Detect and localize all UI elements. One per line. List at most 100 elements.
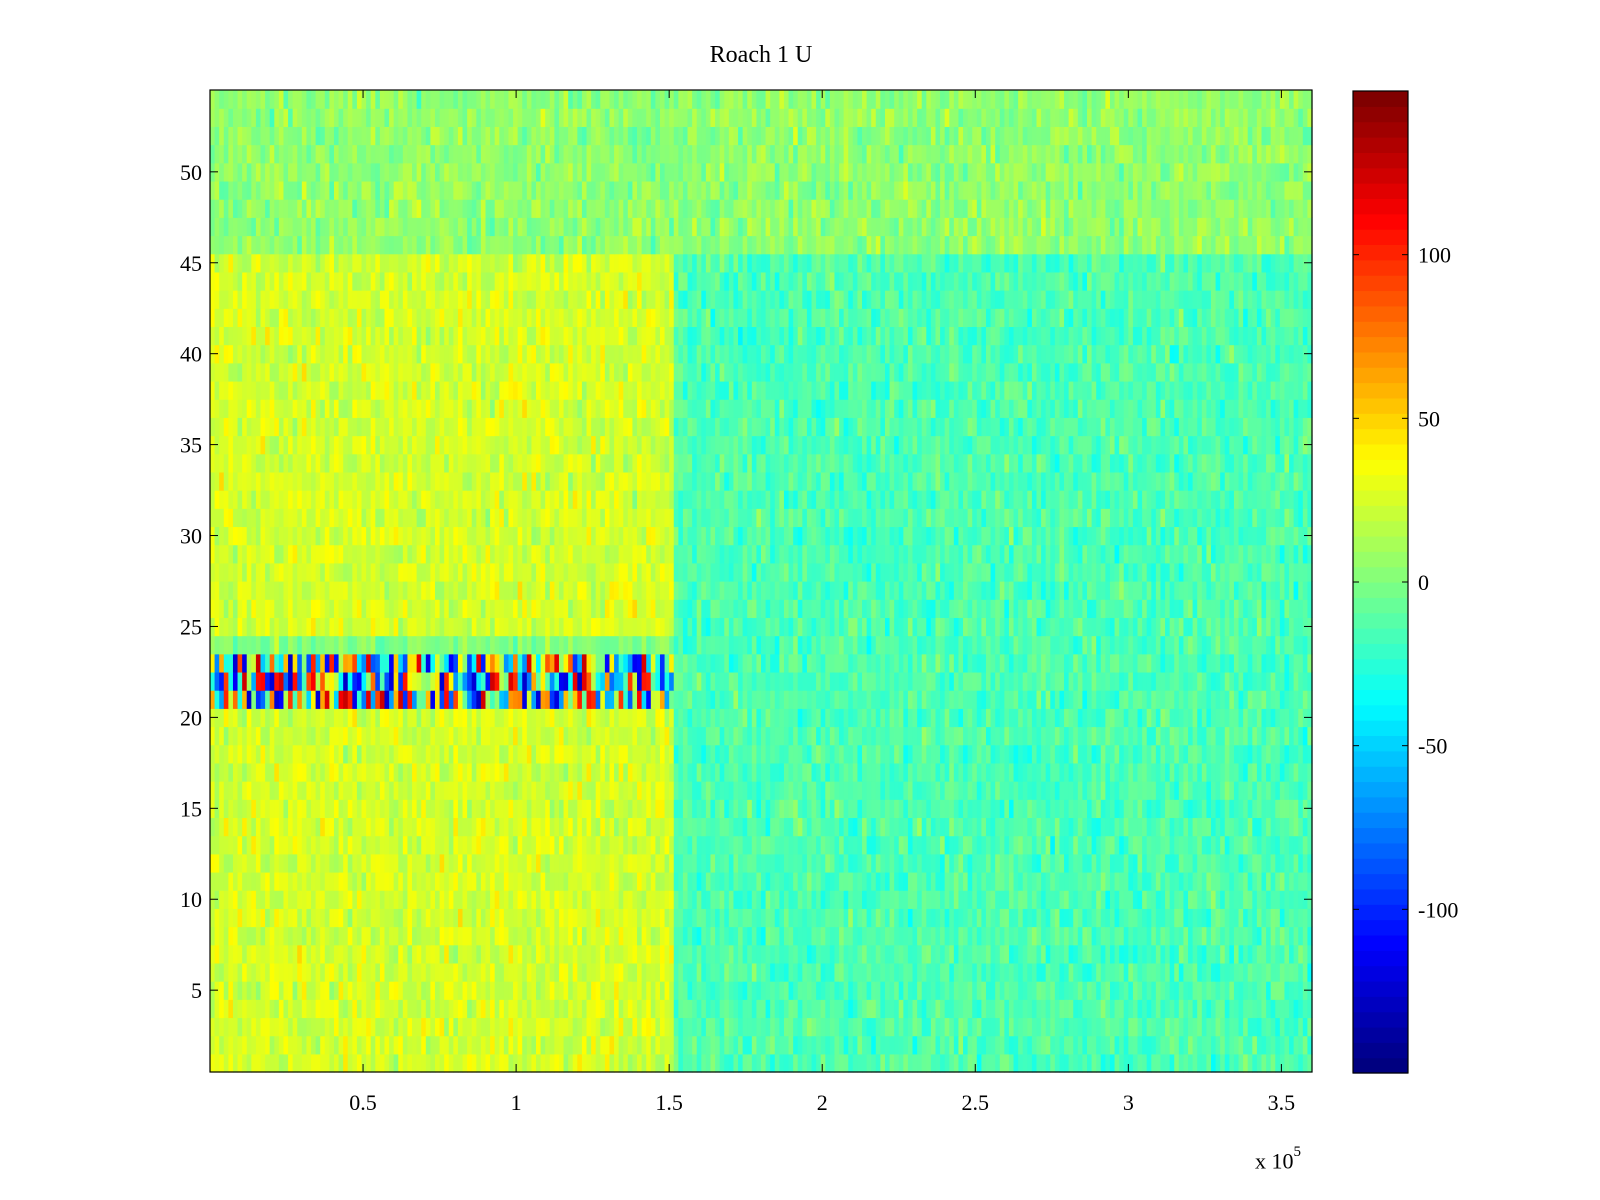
- heatmap-cell: [393, 890, 399, 909]
- heatmap-cell: [687, 926, 693, 946]
- heatmap-cell: [480, 962, 487, 982]
- heatmap-cell: [1302, 926, 1309, 946]
- heatmap-cell: [963, 999, 969, 1019]
- heatmap-cell: [366, 1035, 372, 1055]
- heatmap-cell: [568, 799, 574, 819]
- heatmap-cell: [761, 1035, 767, 1055]
- heatmap-cell: [724, 762, 730, 782]
- heatmap-cell: [600, 908, 606, 928]
- heatmap-cell: [393, 1017, 399, 1037]
- heatmap-cell: [641, 926, 647, 946]
- heatmap-cell: [967, 1053, 973, 1073]
- heatmap-cell: [214, 1017, 220, 1037]
- heatmap-cell: [1183, 871, 1189, 891]
- heatmap-cell: [944, 1053, 950, 1073]
- heatmap-cell: [255, 962, 262, 982]
- heatmap-cell: [894, 690, 900, 709]
- heatmap-cell: [797, 726, 803, 746]
- heatmap-cell: [972, 962, 978, 982]
- heatmap-cell: [728, 944, 735, 964]
- heatmap-cell: [600, 1035, 606, 1055]
- heatmap-cell: [549, 781, 555, 800]
- heatmap-cell: [1059, 853, 1065, 873]
- heatmap-cell: [692, 1053, 698, 1073]
- heatmap-cell: [402, 962, 409, 982]
- heatmap-cell: [1082, 890, 1088, 909]
- heatmap-cell: [366, 708, 372, 728]
- heatmap-cell: [614, 817, 620, 837]
- heatmap-cell: [1192, 853, 1198, 873]
- heatmap-cell: [1188, 908, 1194, 928]
- heatmap-cell: [659, 835, 666, 855]
- heatmap-cell: [232, 744, 239, 764]
- heatmap-cell: [366, 744, 372, 764]
- heatmap-cell: [393, 744, 399, 764]
- heatmap-cell: [673, 726, 679, 746]
- heatmap-cell: [274, 690, 280, 709]
- heatmap-cell: [1045, 981, 1051, 1000]
- heatmap-cell: [1128, 708, 1134, 728]
- heatmap-cell: [995, 962, 1001, 982]
- heatmap-cell: [880, 962, 886, 982]
- heatmap-cell: [673, 981, 679, 1000]
- heatmap-cell: [632, 908, 638, 928]
- heatmap-cell: [292, 1053, 298, 1073]
- heatmap-cell: [352, 871, 358, 891]
- heatmap-cell: [425, 690, 431, 709]
- heatmap-cell: [875, 726, 881, 746]
- heatmap-cell: [1105, 708, 1111, 728]
- heatmap-cell: [917, 908, 923, 928]
- heatmap-cell: [1307, 962, 1313, 982]
- heatmap-cell: [742, 762, 748, 782]
- heatmap-cell: [765, 908, 771, 928]
- heatmap-cell: [444, 799, 450, 819]
- heatmap-cell: [494, 726, 500, 746]
- heatmap-cell: [742, 1053, 748, 1073]
- heatmap-cell: [852, 690, 859, 709]
- heatmap-cell: [320, 853, 326, 873]
- heatmap-cell: [1256, 853, 1263, 873]
- heatmap-cell: [581, 908, 588, 928]
- heatmap-cell: [320, 744, 326, 764]
- heatmap-cell: [1077, 781, 1084, 800]
- heatmap-cell: [343, 781, 349, 800]
- heatmap-cell: [1077, 999, 1084, 1019]
- heatmap-cell: [329, 762, 335, 782]
- heatmap-cell: [1041, 926, 1047, 946]
- heatmap-cell: [1192, 926, 1198, 946]
- heatmap-cell: [907, 762, 914, 782]
- heatmap-cell: [563, 890, 569, 909]
- heatmap-cell: [1146, 944, 1152, 964]
- heatmap-cell: [329, 744, 335, 764]
- heatmap-cell: [513, 817, 519, 837]
- heatmap-cell: [246, 835, 252, 855]
- heatmap-cell: [1252, 926, 1258, 946]
- heatmap-cell: [646, 690, 652, 709]
- heatmap-cell: [329, 871, 335, 891]
- heatmap-cell: [632, 744, 638, 764]
- heatmap-cell: [467, 981, 473, 1000]
- heatmap-cell: [1082, 853, 1088, 873]
- heatmap-cell: [898, 744, 904, 764]
- heatmap-cell: [1018, 926, 1024, 946]
- heatmap-cell: [407, 999, 413, 1019]
- heatmap-cell: [1284, 762, 1290, 782]
- heatmap-cell: [1064, 817, 1070, 837]
- heatmap-cell: [1233, 999, 1240, 1019]
- heatmap-cell: [366, 871, 372, 891]
- heatmap-cell: [907, 1017, 914, 1037]
- heatmap-cell: [1151, 744, 1157, 764]
- heatmap-cell: [223, 908, 229, 928]
- heatmap-cell: [1059, 944, 1065, 964]
- heatmap-cell: [467, 835, 473, 855]
- heatmap-cell: [1041, 1017, 1047, 1037]
- heatmap-cell: [315, 962, 321, 982]
- heatmap-cell: [513, 1017, 519, 1037]
- heatmap-cell: [531, 781, 537, 800]
- heatmap-cell: [747, 890, 753, 909]
- heatmap-cell: [802, 817, 808, 837]
- heatmap-cell: [692, 962, 698, 982]
- heatmap-cell: [779, 981, 785, 1000]
- heatmap-cell: [976, 762, 982, 782]
- heatmap-cell: [1233, 726, 1240, 746]
